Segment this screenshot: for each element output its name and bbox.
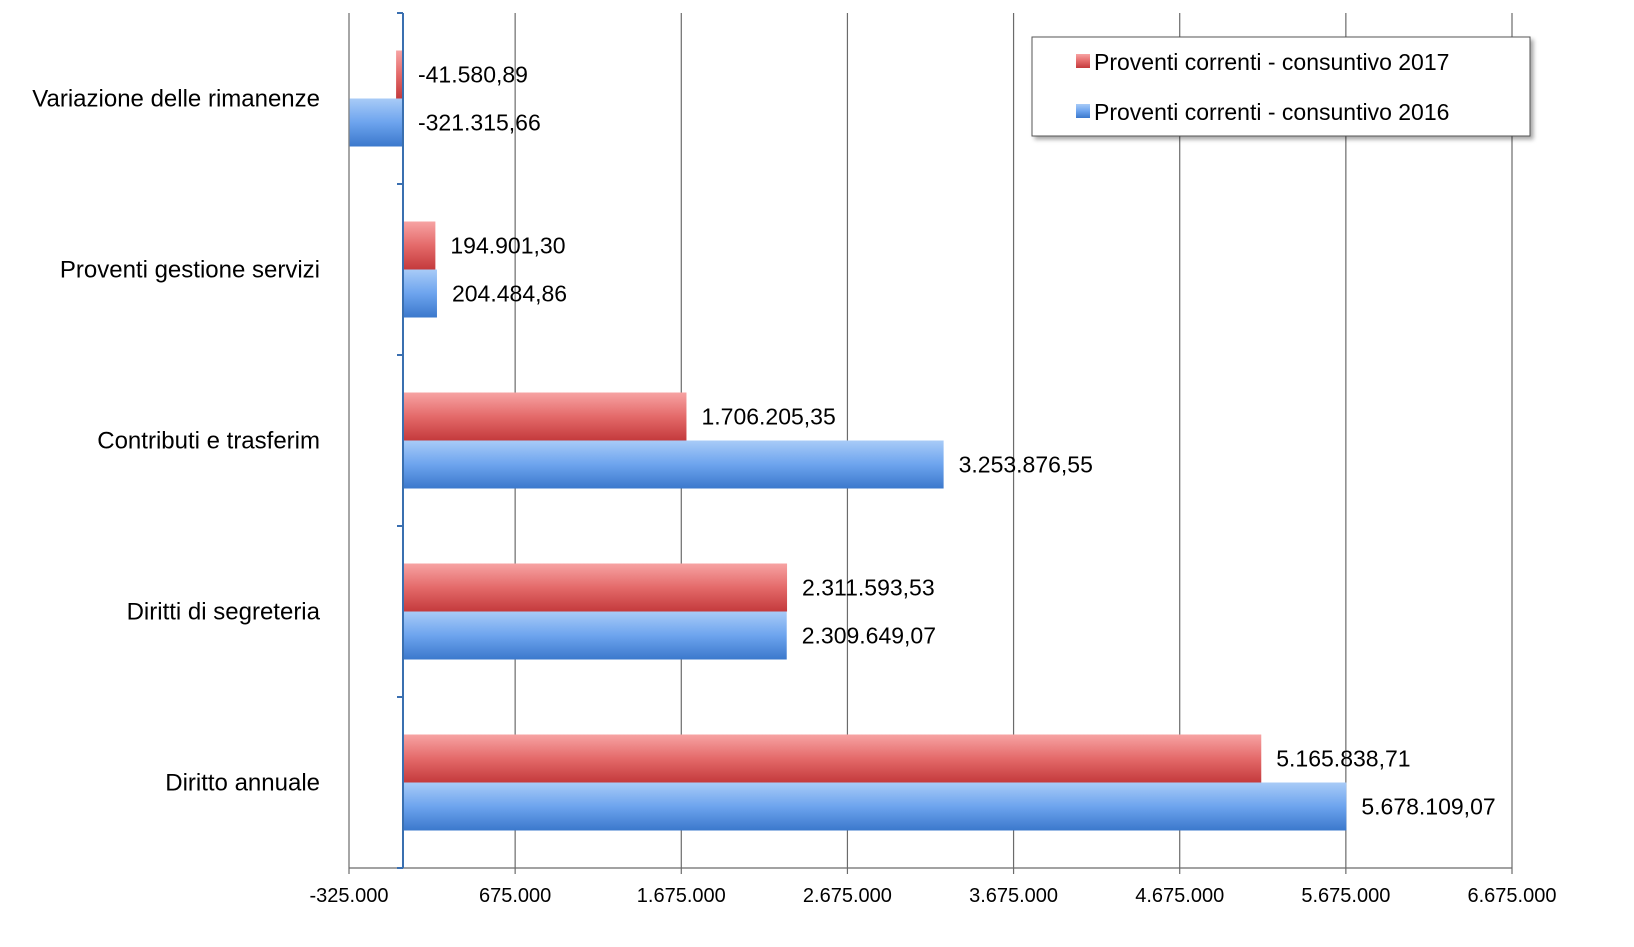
x-tick-label: 4.675.000 xyxy=(1135,885,1224,907)
data-label: 194.901,30 xyxy=(450,233,565,259)
legend-swatch xyxy=(1076,54,1090,68)
legend-swatch xyxy=(1076,104,1090,118)
data-label: 2.309.649,07 xyxy=(802,623,936,649)
category-label: Proventi gestione servizi xyxy=(60,257,320,284)
legend-label: Proventi correnti - consuntivo 2016 xyxy=(1094,99,1449,125)
data-label: 5.678.109,07 xyxy=(1361,794,1495,820)
data-label: 5.165.838,71 xyxy=(1276,746,1410,772)
bar-2017 xyxy=(402,392,687,441)
data-label: 204.484,86 xyxy=(452,281,567,307)
x-tick-label: 2.675.000 xyxy=(803,885,892,907)
bar-2017 xyxy=(402,734,1262,783)
category-label: Diritto annuale xyxy=(165,770,320,797)
data-label: 3.253.876,55 xyxy=(959,452,1093,478)
x-tick-label: 675.000 xyxy=(479,885,551,907)
bar-2016 xyxy=(402,440,944,489)
bar-2016 xyxy=(349,98,403,147)
data-label: -41.580,89 xyxy=(418,62,528,88)
data-label: -321.315,66 xyxy=(418,110,541,136)
category-labels: Variazione delle rimanenze Proventi gesti… xyxy=(32,86,320,797)
legend-box xyxy=(1031,36,1531,137)
bar-2017 xyxy=(402,563,788,612)
data-label: 1.706.205,35 xyxy=(701,404,835,430)
category-label: Contributi e trasferim xyxy=(97,428,320,455)
data-labels: -41.580,89 -321.315,66 194.901,30 204.484,8… xyxy=(418,62,1496,820)
x-tick-label: 3.675.000 xyxy=(969,885,1058,907)
x-tick-labels: -325.000 675.000 1.675.000 2.675.000 3.675.0… xyxy=(310,885,1557,907)
x-tick-label: 5.675.000 xyxy=(1301,885,1390,907)
category-label: Variazione delle rimanenze xyxy=(32,86,320,113)
axes xyxy=(348,12,1513,874)
x-tick-label: 1.675.000 xyxy=(637,885,726,907)
bar-2016 xyxy=(402,269,437,318)
bar-2017 xyxy=(396,50,403,99)
bar-2016 xyxy=(402,611,787,660)
bars xyxy=(349,50,1347,831)
category-label: Diritti di segreteria xyxy=(127,599,321,626)
bar-2017 xyxy=(402,221,436,270)
legend: Proventi correnti - consuntivo 2017 Prove… xyxy=(1031,36,1531,137)
data-label: 2.311.593,53 xyxy=(802,575,935,601)
x-tick-label: -325.000 xyxy=(310,885,389,907)
bar-2016 xyxy=(402,782,1347,831)
legend-label: Proventi correnti - consuntivo 2017 xyxy=(1094,49,1449,75)
x-tick-label: 6.675.000 xyxy=(1468,885,1557,907)
